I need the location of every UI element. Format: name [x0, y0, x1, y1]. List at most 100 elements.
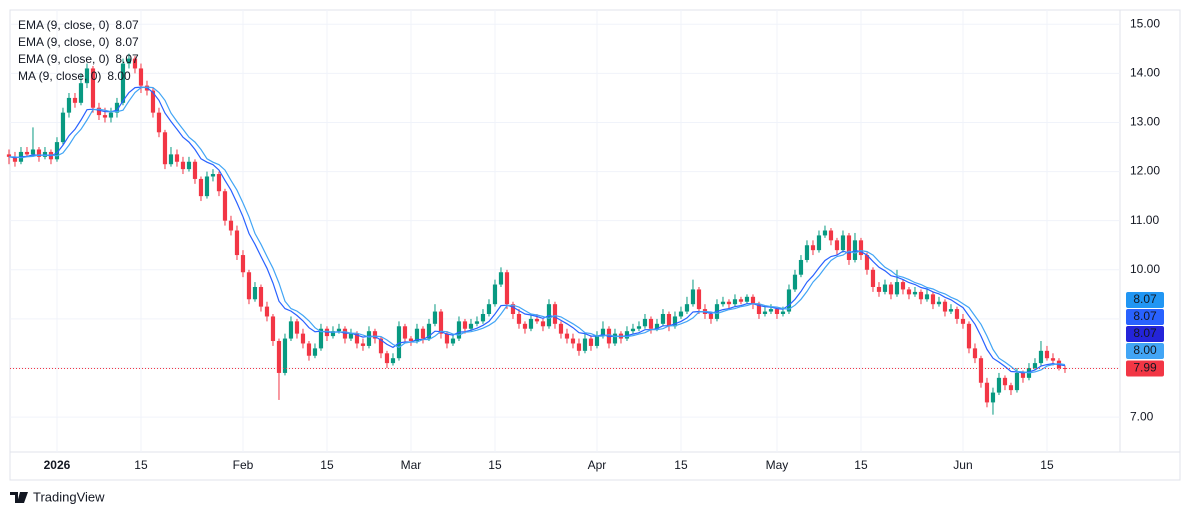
- x-tick-label: 15: [1040, 458, 1054, 472]
- candle-body: [462, 321, 468, 329]
- candle-body: [54, 142, 60, 160]
- brand: TradingView: [10, 489, 105, 504]
- candle-body: [114, 102, 120, 113]
- candle-body: [522, 323, 528, 329]
- candle-body: [756, 304, 762, 314]
- candle-body: [330, 331, 336, 337]
- candle-body: [840, 235, 846, 251]
- y-tick-label: 12.00: [1130, 164, 1160, 178]
- candle-body: [306, 343, 312, 356]
- grid: [10, 10, 1120, 452]
- candle-body: [900, 282, 906, 290]
- candle-body: [918, 291, 924, 300]
- candle-body: [846, 235, 852, 260]
- candle-body: [288, 321, 294, 339]
- candle-body: [1038, 350, 1044, 364]
- candle-body: [96, 107, 102, 116]
- x-tick-label: 2026: [44, 458, 71, 472]
- candle-body: [684, 304, 690, 312]
- y-tick-label: 7.00: [1130, 409, 1154, 423]
- candle-body: [768, 309, 774, 312]
- candle-body: [858, 240, 864, 256]
- candle-body: [450, 338, 456, 344]
- last-price-label: 7.99: [1133, 361, 1157, 375]
- legend-value: 8.00: [107, 69, 131, 83]
- candle-body: [282, 338, 288, 373]
- x-tick-label: Jun: [953, 458, 972, 472]
- candle-body: [948, 309, 954, 312]
- candle-body: [354, 333, 360, 344]
- candle-body: [744, 296, 750, 302]
- candle-body: [570, 338, 576, 344]
- candle-body: [162, 132, 168, 165]
- candle-body: [384, 353, 390, 364]
- x-tick-label: Apr: [588, 458, 607, 472]
- marks: [6, 53, 1120, 415]
- candle-body: [174, 154, 180, 162]
- candle-body: [576, 343, 582, 351]
- candle-body: [1044, 350, 1050, 359]
- candle-body: [234, 230, 240, 256]
- candle-body: [438, 311, 444, 334]
- candle-body: [12, 156, 18, 162]
- candle-body: [510, 304, 516, 314]
- candle-body: [360, 343, 366, 346]
- candle-body: [810, 245, 816, 251]
- price-badge: [1126, 326, 1164, 342]
- candle-body: [210, 174, 216, 177]
- legend-name: EMA (9, close, 0): [18, 52, 109, 66]
- brand-logo: [10, 492, 28, 503]
- x-tick-label: 15: [320, 458, 334, 472]
- x-tick-label: 15: [854, 458, 868, 472]
- candle-body: [972, 348, 978, 359]
- candle-body: [198, 178, 204, 197]
- candle-body: [828, 230, 834, 241]
- candle-body: [942, 301, 948, 312]
- candle-body: [504, 272, 510, 305]
- candle-body: [834, 240, 840, 251]
- candle-body: [120, 63, 126, 103]
- candle-body: [408, 338, 414, 342]
- candle-body: [294, 321, 300, 334]
- candle-body: [30, 149, 36, 155]
- x-tick-label: Feb: [233, 458, 254, 472]
- candle-body: [366, 331, 372, 346]
- candle-body: [396, 326, 402, 359]
- candle-body: [720, 301, 726, 305]
- candle-body: [1002, 377, 1008, 386]
- candle-body: [468, 323, 474, 329]
- candle-body: [108, 112, 114, 118]
- candle-body: [24, 151, 30, 155]
- x-tick-label: 15: [674, 458, 688, 472]
- candle-body: [318, 328, 324, 349]
- candle-body: [414, 328, 420, 342]
- candle-body: [630, 328, 636, 332]
- candle-body: [486, 304, 492, 314]
- candle-body: [180, 161, 186, 170]
- price-badge-label: 8.07: [1133, 292, 1157, 306]
- candle-body: [786, 289, 792, 312]
- candle-body: [936, 301, 942, 305]
- price-badge: [1126, 292, 1164, 308]
- x-tick-label: 15: [134, 458, 148, 472]
- candle-body: [312, 348, 318, 356]
- candle-body: [642, 318, 648, 327]
- candle-body: [612, 333, 618, 344]
- candle-body: [432, 311, 438, 324]
- candle-body: [990, 392, 996, 403]
- candle-body: [240, 255, 246, 273]
- candle-body: [528, 318, 534, 329]
- candle-body: [540, 321, 546, 327]
- legend-name: EMA (9, close, 0): [18, 35, 109, 49]
- candle-body: [558, 323, 564, 334]
- candle-body: [216, 174, 222, 192]
- y-tick-label: 14.00: [1130, 66, 1160, 80]
- last-price-badge: [1126, 360, 1164, 377]
- candle-body: [930, 294, 936, 305]
- candle-body: [636, 326, 642, 329]
- candle-body: [150, 90, 156, 113]
- candle-body: [678, 311, 684, 317]
- candle-body: [222, 191, 228, 221]
